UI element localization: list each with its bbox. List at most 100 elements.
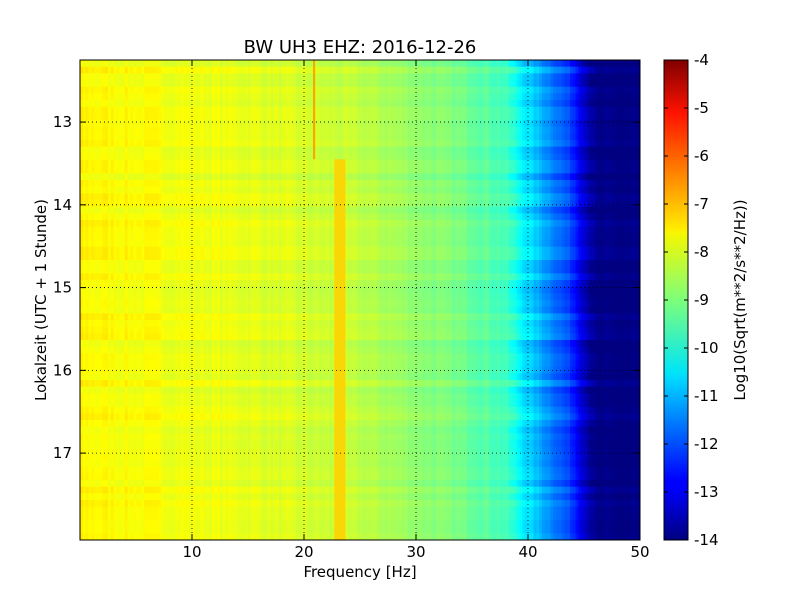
heatmap-cell (136, 373, 140, 381)
heatmap-cell (88, 313, 92, 321)
heatmap-cell (161, 326, 165, 334)
heatmap-cell (130, 360, 134, 368)
heatmap-cell (150, 533, 154, 540)
heatmap-cell (94, 233, 98, 241)
heatmap-cell (161, 260, 165, 268)
heatmap-cell (85, 73, 89, 81)
heatmap-cell (133, 73, 137, 81)
heatmap-cell (150, 493, 154, 501)
heatmap-cell (147, 406, 151, 414)
heatmap-cell (113, 60, 117, 68)
heatmap-cell (144, 93, 148, 101)
heatmap-cell (102, 220, 106, 228)
heatmap-cell (144, 226, 148, 234)
heatmap-cell (85, 66, 89, 74)
heatmap-cell (96, 433, 101, 441)
heatmap-cell (138, 60, 143, 68)
heatmap-cell (105, 400, 109, 408)
heatmap-cell (169, 160, 173, 168)
heatmap-cell (161, 100, 165, 108)
heatmap-cell (80, 166, 84, 174)
heatmap-cell (147, 146, 151, 154)
heatmap-cell (180, 253, 185, 261)
heatmap-cell (150, 286, 154, 294)
heatmap-cell (116, 160, 120, 168)
heatmap-cell (85, 366, 89, 374)
heatmap-cell (113, 86, 117, 94)
heatmap-cell (164, 293, 168, 301)
heatmap-cell (169, 406, 173, 414)
heatmap-cell (183, 400, 187, 408)
heatmap-cell (80, 426, 84, 434)
heatmap-cell (122, 420, 126, 428)
heatmap-cell (169, 526, 173, 534)
heatmap-cell (136, 86, 140, 94)
heatmap-cell (124, 513, 129, 521)
heatmap-cell (133, 373, 137, 381)
heatmap-cell (122, 73, 126, 81)
heatmap-cell (172, 406, 176, 414)
heatmap-cell (82, 473, 87, 481)
heatmap-cell (161, 73, 165, 81)
heatmap-cell (127, 200, 131, 208)
heatmap-cell (124, 140, 129, 148)
heatmap-cell (88, 253, 92, 261)
heatmap-cell (152, 213, 157, 221)
heatmap-cell (80, 186, 84, 194)
heatmap-cell (130, 180, 134, 188)
heatmap-cell (105, 146, 109, 154)
heatmap-cell (178, 333, 182, 341)
heatmap-cell (124, 93, 129, 101)
heatmap-cell (147, 126, 151, 134)
heatmap-cell (152, 226, 157, 234)
heatmap-cell (155, 140, 159, 148)
heatmap-cell (124, 506, 129, 514)
heatmap-cell (91, 493, 95, 501)
heatmap-cell (155, 326, 159, 334)
heatmap-cell (91, 173, 95, 181)
heatmap-cell (127, 346, 131, 354)
heatmap-cell (155, 453, 159, 461)
heatmap-cell (122, 120, 126, 128)
heatmap-cell (178, 260, 182, 268)
heatmap-cell (144, 440, 148, 448)
heatmap-cell (108, 413, 112, 421)
heatmap-cell (130, 140, 134, 148)
heatmap-cell (155, 373, 159, 381)
heatmap-cell (108, 113, 112, 121)
heatmap-cell (116, 460, 120, 468)
heatmap-cell (147, 86, 151, 94)
heatmap-cell (136, 106, 140, 114)
heatmap-cell (138, 153, 143, 161)
heatmap-cell (130, 280, 134, 288)
heatmap-cell (180, 380, 185, 388)
heatmap-cell (133, 360, 137, 368)
heatmap-cell (91, 466, 95, 474)
heatmap-cell (113, 240, 117, 248)
heatmap-cell (161, 60, 165, 68)
heatmap-cell (166, 66, 171, 74)
heatmap-cell (105, 300, 109, 308)
heatmap-cell (172, 366, 176, 374)
heatmap-cell (88, 526, 92, 534)
heatmap-cell (94, 493, 98, 501)
heatmap-cell (136, 133, 140, 141)
heatmap-cell (105, 200, 109, 208)
heatmap-cell (96, 333, 101, 341)
heatmap-cell (127, 486, 131, 494)
heatmap-cell (166, 346, 171, 354)
heatmap-cell (180, 506, 185, 514)
heatmap-cell (136, 100, 140, 108)
heatmap-cell (116, 520, 120, 528)
heatmap-cell (150, 80, 154, 88)
heatmap-cell (183, 353, 187, 361)
heatmap-cell (102, 446, 106, 454)
heatmap-cell (122, 60, 126, 68)
heatmap-cell (155, 406, 159, 414)
heatmap-cell (105, 353, 109, 361)
heatmap-cell (166, 326, 171, 334)
heatmap-cell (113, 200, 117, 208)
heatmap-cell (136, 93, 140, 101)
heatmap-cell (164, 300, 168, 308)
heatmap-cell (85, 426, 89, 434)
